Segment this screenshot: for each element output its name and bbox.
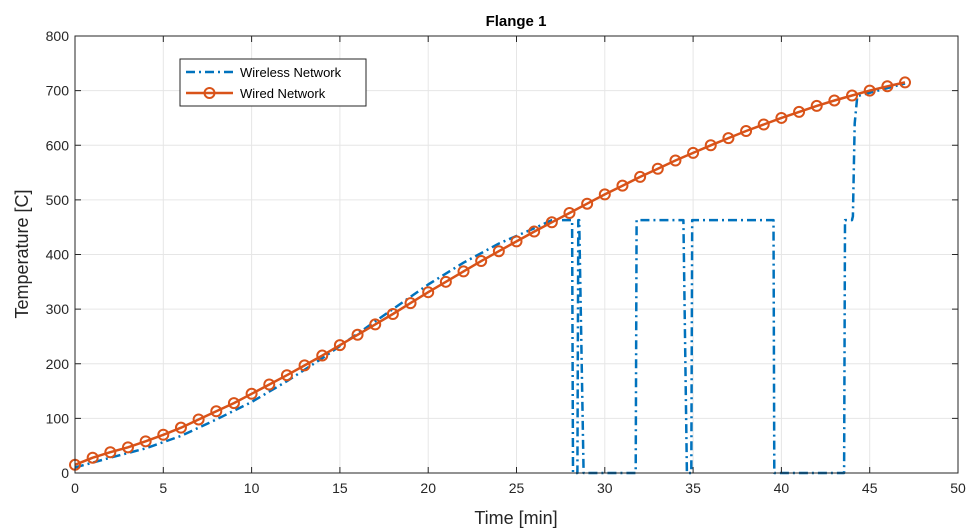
- y-tick-label: 200: [46, 356, 70, 372]
- y-tick-label: 300: [46, 301, 70, 317]
- wired-network-point: [422, 286, 435, 299]
- wired-network-point: [351, 328, 364, 341]
- wired-network-point: [227, 397, 240, 410]
- wired-network-point: [333, 339, 346, 352]
- x-tick-label: 40: [774, 480, 790, 496]
- x-tick-label: 45: [862, 480, 878, 496]
- wired-network-point: [404, 297, 417, 310]
- y-tick-label: 400: [46, 247, 70, 263]
- wired-network-point: [86, 451, 99, 464]
- wired-network-point: [510, 235, 523, 248]
- wired-network-point: [280, 369, 293, 382]
- wired-network-point: [210, 405, 223, 418]
- wired-network-point: [174, 421, 187, 434]
- wired-network-point: [687, 146, 700, 159]
- wired-network-point: [563, 206, 576, 219]
- wired-network-point: [704, 139, 717, 152]
- wired-network-point: [439, 275, 452, 288]
- wired-network-point: [492, 245, 505, 258]
- y-tick-label: 500: [46, 192, 70, 208]
- wired-network-line: [74, 81, 906, 466]
- legend-wired-marker: [203, 87, 216, 99]
- wired-network-point: [581, 197, 594, 210]
- wired-network-point: [545, 216, 558, 229]
- wired-network-point: [634, 170, 647, 183]
- wired-network-point: [616, 179, 629, 192]
- wired-network-point: [528, 225, 541, 238]
- wired-network-point: [793, 105, 806, 118]
- x-axis-label: Time [min]: [474, 508, 557, 528]
- wired-network-point: [846, 89, 859, 102]
- y-tick-label: 100: [46, 410, 70, 426]
- x-tick-label: 15: [332, 480, 348, 496]
- wired-network-point: [457, 265, 470, 278]
- wired-network-point: [881, 80, 894, 93]
- wired-network-point: [245, 387, 258, 400]
- legend-wired-label: Wired Network: [240, 86, 326, 101]
- wired-network-point: [899, 76, 912, 89]
- x-tick-label: 10: [244, 480, 260, 496]
- x-tick-label: 50: [950, 480, 966, 496]
- wired-network-point: [263, 378, 276, 391]
- legend-wireless-label: Wireless Network: [240, 65, 342, 80]
- x-tick-label: 20: [420, 480, 436, 496]
- wired-network-point: [139, 435, 152, 448]
- y-tick-label: 800: [46, 28, 70, 44]
- x-tick-label: 30: [597, 480, 613, 496]
- y-tick-label: 700: [46, 83, 70, 99]
- x-tick-label: 25: [509, 480, 525, 496]
- wired-network-point: [475, 255, 488, 268]
- wired-network-point: [775, 111, 788, 124]
- wired-network-point: [316, 349, 329, 362]
- wired-network-point: [740, 125, 753, 138]
- y-tick-label: 600: [46, 137, 70, 153]
- x-tick-label: 35: [685, 480, 701, 496]
- wired-network-point: [157, 428, 170, 441]
- x-tick-label: 0: [71, 480, 79, 496]
- wired-network-point: [192, 413, 205, 426]
- wired-network-point: [669, 154, 682, 167]
- wired-network-point: [104, 446, 117, 459]
- wired-network-point: [369, 318, 382, 331]
- wired-network-point: [757, 118, 770, 131]
- wired-network-point: [298, 359, 311, 372]
- wired-network-point: [386, 308, 399, 321]
- legend: Wireless Network Wired Network: [179, 58, 367, 107]
- wired-network-point: [810, 99, 823, 112]
- wired-network-point: [722, 132, 735, 145]
- y-axis-label: Temperature [C]: [12, 189, 32, 318]
- chart-title: Flange 1: [486, 13, 547, 30]
- wired-network-point: [863, 84, 876, 97]
- ticks: 0 5 10 15 20 25 30 35 40 45 5001002003004005006007…: [46, 28, 966, 496]
- y-tick-label: 0: [61, 465, 69, 481]
- wired-network-point: [598, 188, 611, 201]
- x-tick-label: 5: [159, 480, 167, 496]
- wired-network-point: [651, 162, 664, 175]
- wired-network-point: [121, 441, 134, 454]
- wired-network-point: [828, 94, 841, 107]
